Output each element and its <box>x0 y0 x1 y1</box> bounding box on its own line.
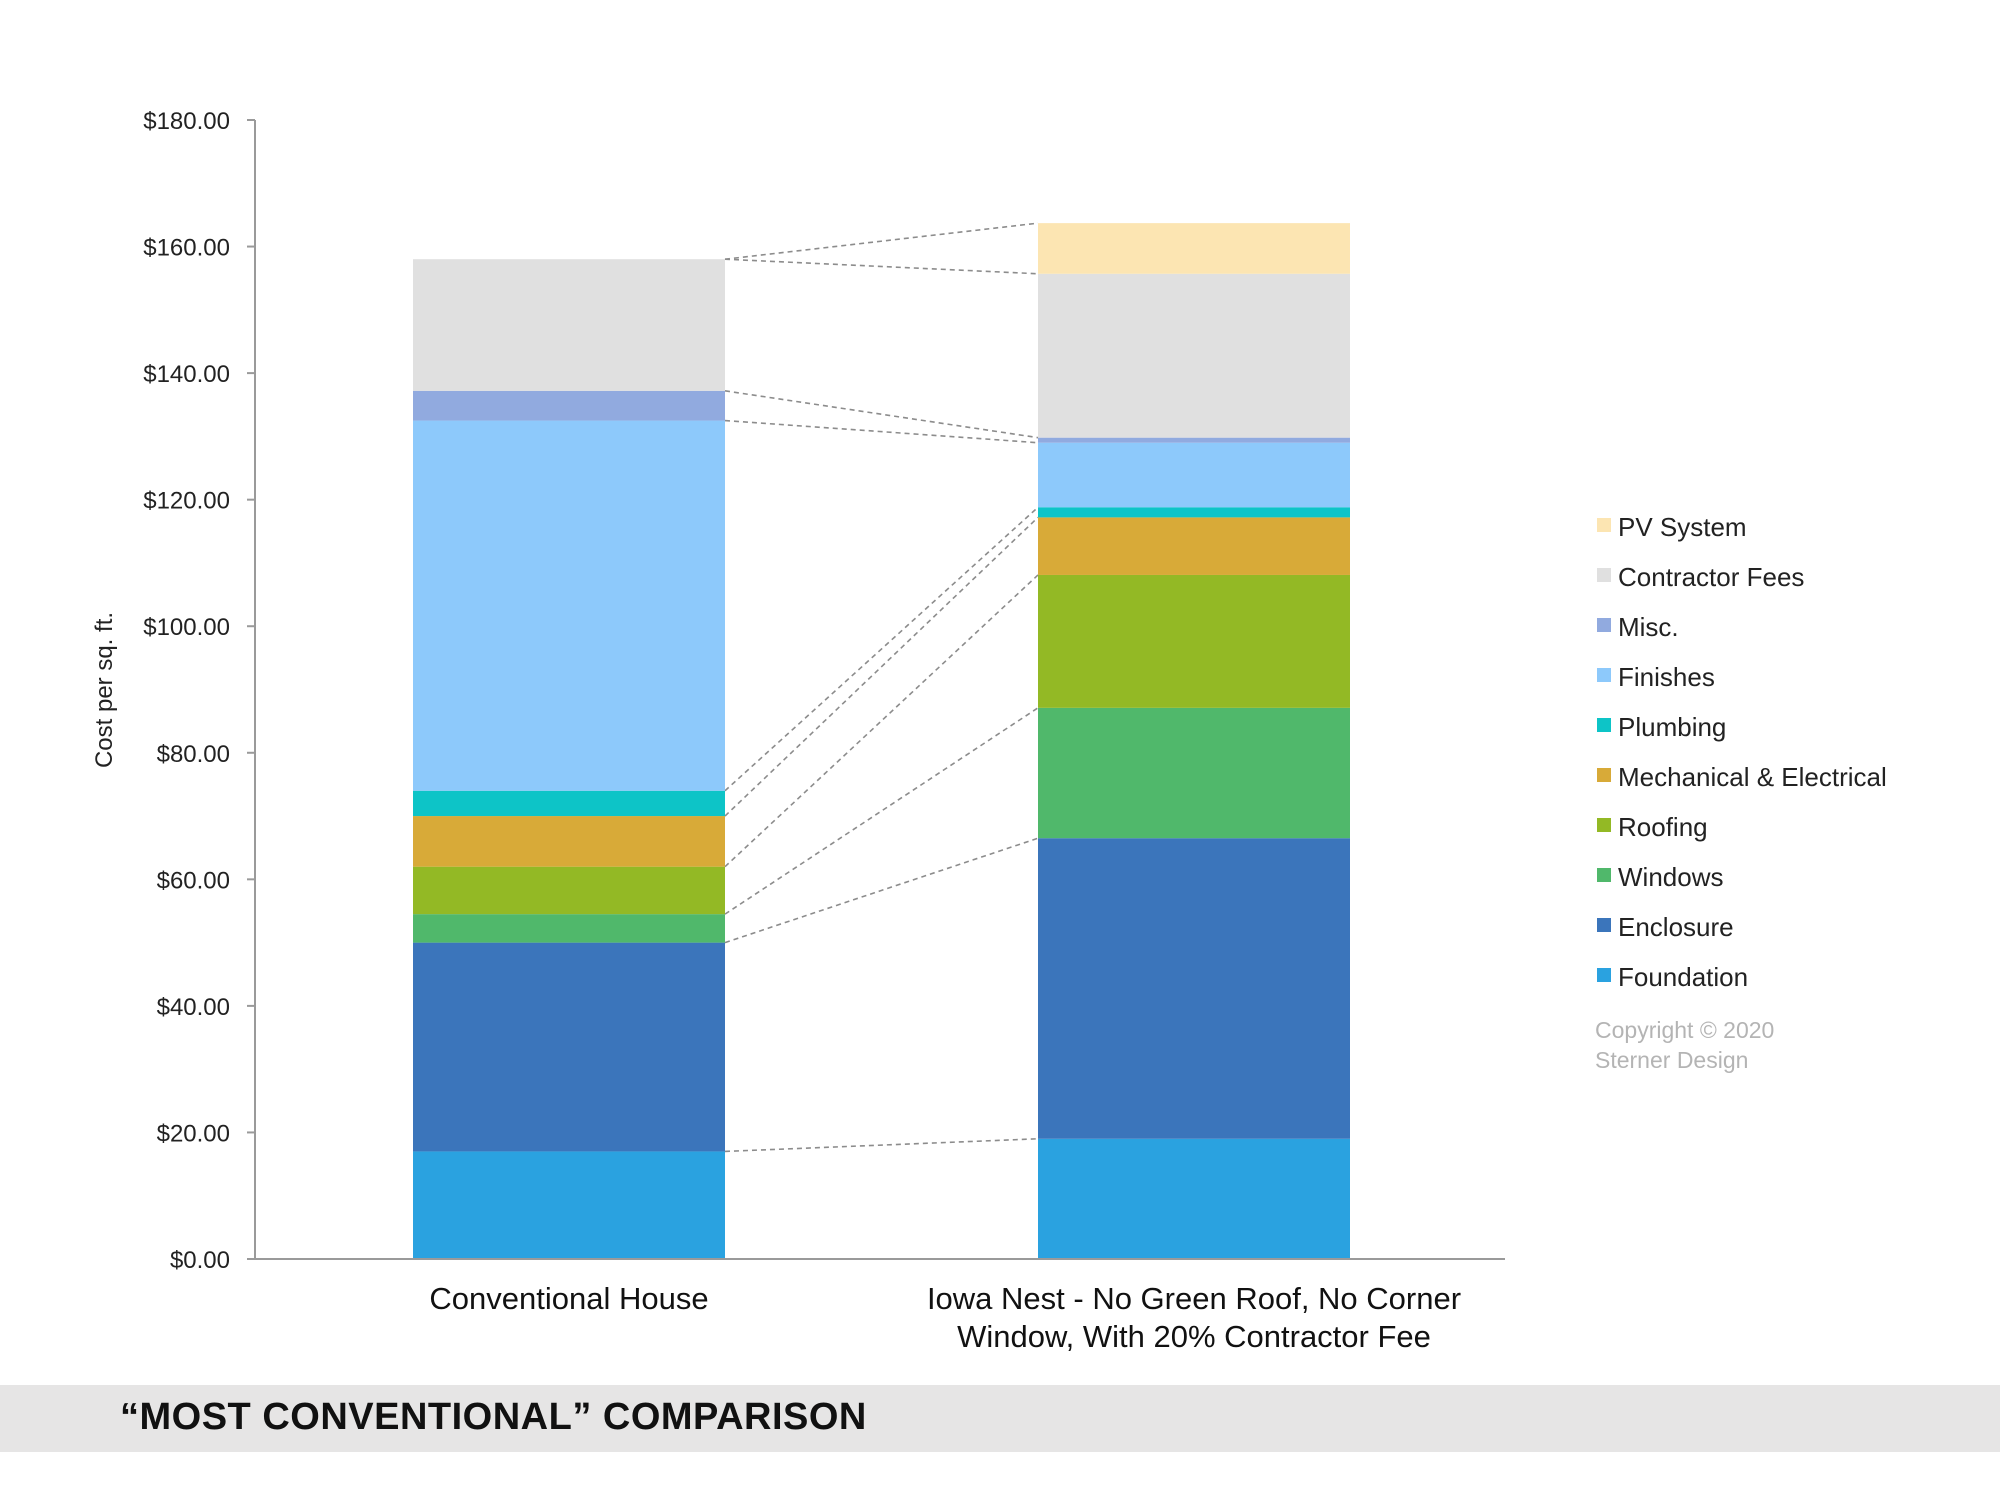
y-axis-title: Cost per sq. ft. <box>91 612 118 768</box>
connector-line <box>724 506 1039 792</box>
connector-line <box>724 574 1039 868</box>
legend-label: Misc. <box>1618 612 1679 642</box>
legend-swatch <box>1597 918 1611 932</box>
connector-line <box>724 390 1039 439</box>
legend-swatch <box>1597 868 1611 882</box>
y-tick-label: $80.00 <box>157 741 230 768</box>
bar-segment-finishes <box>1038 442 1350 508</box>
connector-lines <box>724 222 1039 1153</box>
bar-segment-finishes <box>413 420 725 791</box>
category-label: Window, With 20% Contractor Fee <box>957 1319 1431 1354</box>
y-tick-label: $0.00 <box>170 1247 230 1274</box>
y-tick-label: $160.00 <box>143 235 230 262</box>
legend-swatch <box>1597 968 1611 982</box>
bar-segment-roofing <box>1038 574 1350 708</box>
y-tick-labels: $0.00 $20.00 $40.00 $60.00 $80.00 $100.00 $120… <box>143 108 230 1274</box>
category-label: Conventional House <box>429 1281 708 1316</box>
connector-line <box>724 419 1039 444</box>
bar-segment-pv-system <box>1038 223 1350 274</box>
legend-label: Finishes <box>1618 662 1715 692</box>
legend-label: Roofing <box>1618 812 1708 842</box>
y-tick-label: $140.00 <box>143 361 230 388</box>
y-tick-label: $20.00 <box>157 1120 230 1147</box>
connector-line <box>724 258 1039 275</box>
legend-swatch <box>1597 718 1611 732</box>
category-labels: Conventional House Iowa Nest - No Green R… <box>429 1281 1461 1354</box>
legend-label: Mechanical & Electrical <box>1618 762 1887 792</box>
axes <box>247 119 1505 1260</box>
legend-label: PV System <box>1618 512 1747 542</box>
legend-swatch <box>1597 618 1611 632</box>
bar-segment-misc- <box>1038 437 1350 443</box>
bar-segment-misc- <box>413 390 725 421</box>
legend-label: Plumbing <box>1618 712 1726 742</box>
bar-segment-plumbing <box>413 790 725 817</box>
legend: PV System Contractor Fees Misc. Finishes Plu… <box>1597 512 1887 992</box>
connector-line <box>724 707 1039 915</box>
connector-line <box>724 516 1039 817</box>
bars <box>413 223 1350 1259</box>
y-tick-label: $180.00 <box>143 108 230 135</box>
legend-label: Enclosure <box>1618 912 1734 942</box>
bar-segment-foundation <box>413 1151 725 1259</box>
bar-segment-contractor-fees <box>1038 273 1350 438</box>
bar-segment-enclosure <box>413 942 725 1152</box>
connector-line <box>724 1137 1039 1153</box>
legend-swatch <box>1597 818 1611 832</box>
legend-swatch <box>1597 568 1611 582</box>
footer-title: “MOST CONVENTIONAL” COMPARISON <box>120 1396 867 1438</box>
connector-line <box>724 222 1039 261</box>
legend-label: Windows <box>1618 862 1723 892</box>
bar-segment-mechanical-electrical <box>413 816 725 867</box>
connector-line <box>724 837 1039 944</box>
bar-segment-contractor-fees <box>413 259 725 391</box>
legend-label: Foundation <box>1618 962 1748 992</box>
bar-segment-mechanical-electrical <box>1038 517 1350 575</box>
legend-label: Contractor Fees <box>1618 562 1804 592</box>
y-tick-label: $120.00 <box>143 488 230 515</box>
copyright-line-1: Copyright © 2020 <box>1595 1017 1774 1043</box>
category-label: Iowa Nest - No Green Roof, No Corner <box>927 1281 1461 1316</box>
bar-segment-foundation <box>1038 1138 1350 1259</box>
legend-swatch <box>1597 668 1611 682</box>
legend-swatch <box>1597 518 1611 532</box>
copyright-line-2: Sterner Design <box>1595 1047 1748 1073</box>
y-tick-label: $40.00 <box>157 994 230 1021</box>
y-tick-label: $60.00 <box>157 867 230 894</box>
legend-swatch <box>1597 768 1611 782</box>
y-tick-label: $100.00 <box>143 614 230 641</box>
bar-segment-windows <box>1038 707 1350 839</box>
bar-segment-windows <box>413 914 725 943</box>
bar-segment-plumbing <box>1038 507 1350 518</box>
bar-segment-enclosure <box>1038 838 1350 1139</box>
bar-segment-roofing <box>413 866 725 915</box>
footer-band <box>0 1385 2000 1452</box>
